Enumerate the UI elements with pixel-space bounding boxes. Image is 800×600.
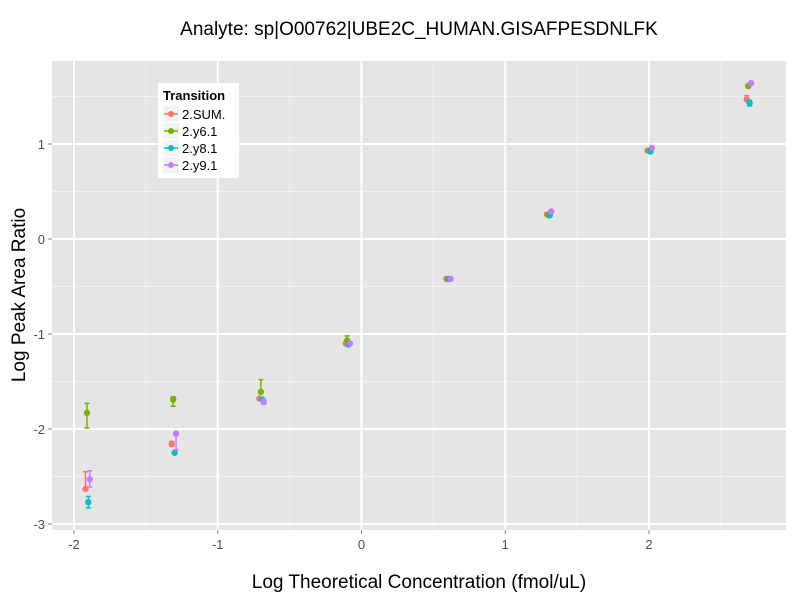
x-tick-label: -1 — [212, 537, 224, 552]
data-point — [86, 476, 94, 483]
x-tick-label: 0 — [358, 537, 365, 552]
data-point — [85, 498, 92, 506]
legend-label: 2.SUM. — [182, 107, 225, 122]
data-point — [257, 388, 265, 396]
y-tick-label: -2 — [33, 422, 45, 437]
legend-label: 2.y9.1 — [182, 158, 217, 173]
y-axis: -3 -2 -1 0 1 — [33, 137, 52, 532]
data-point — [168, 441, 175, 448]
data-point — [447, 275, 454, 283]
data-point — [548, 208, 555, 215]
data-point — [747, 80, 755, 87]
x-axis-title: Log Theoretical Concentration (fmol/uL) — [252, 572, 586, 593]
data-point — [82, 485, 89, 493]
x-tick-label: 1 — [502, 537, 509, 552]
y-tick-label: 0 — [38, 232, 45, 247]
legend-key-dot — [168, 145, 174, 151]
data-point — [346, 340, 354, 347]
data-point — [169, 396, 177, 403]
data-point — [171, 449, 178, 456]
grid-major — [52, 61, 786, 530]
legend-key-dot — [168, 128, 174, 134]
legend-label: 2.y6.1 — [182, 124, 217, 139]
y-tick-label: -3 — [33, 517, 45, 532]
data-point — [648, 144, 656, 151]
y-axis-title: Log Peak Area Ratio — [9, 208, 30, 382]
chart-title: Analyte: sp|O00762|UBE2C_HUMAN.GISAFPESD… — [180, 19, 658, 40]
data-points — [82, 80, 755, 509]
x-tick-label: -2 — [68, 537, 80, 552]
legend-key-dot — [168, 162, 174, 168]
grid-minor — [52, 61, 786, 530]
legend-key-dot — [168, 111, 174, 117]
x-tick-label: 2 — [645, 537, 652, 552]
data-point — [746, 99, 753, 107]
data-point — [83, 409, 91, 417]
legend: Transition 2.SUM. 2.y6.1 2.y8.1 2.y9.1 — [158, 83, 239, 178]
data-point — [260, 398, 267, 405]
x-axis: -2 -1 0 1 2 — [68, 530, 653, 552]
legend-label: 2.y8.1 — [182, 141, 217, 156]
y-tick-label: -1 — [33, 327, 45, 342]
series-2-y9-1 — [86, 80, 755, 488]
data-point — [172, 430, 180, 437]
legend-title: Transition — [163, 88, 225, 103]
y-tick-label: 1 — [38, 137, 45, 152]
